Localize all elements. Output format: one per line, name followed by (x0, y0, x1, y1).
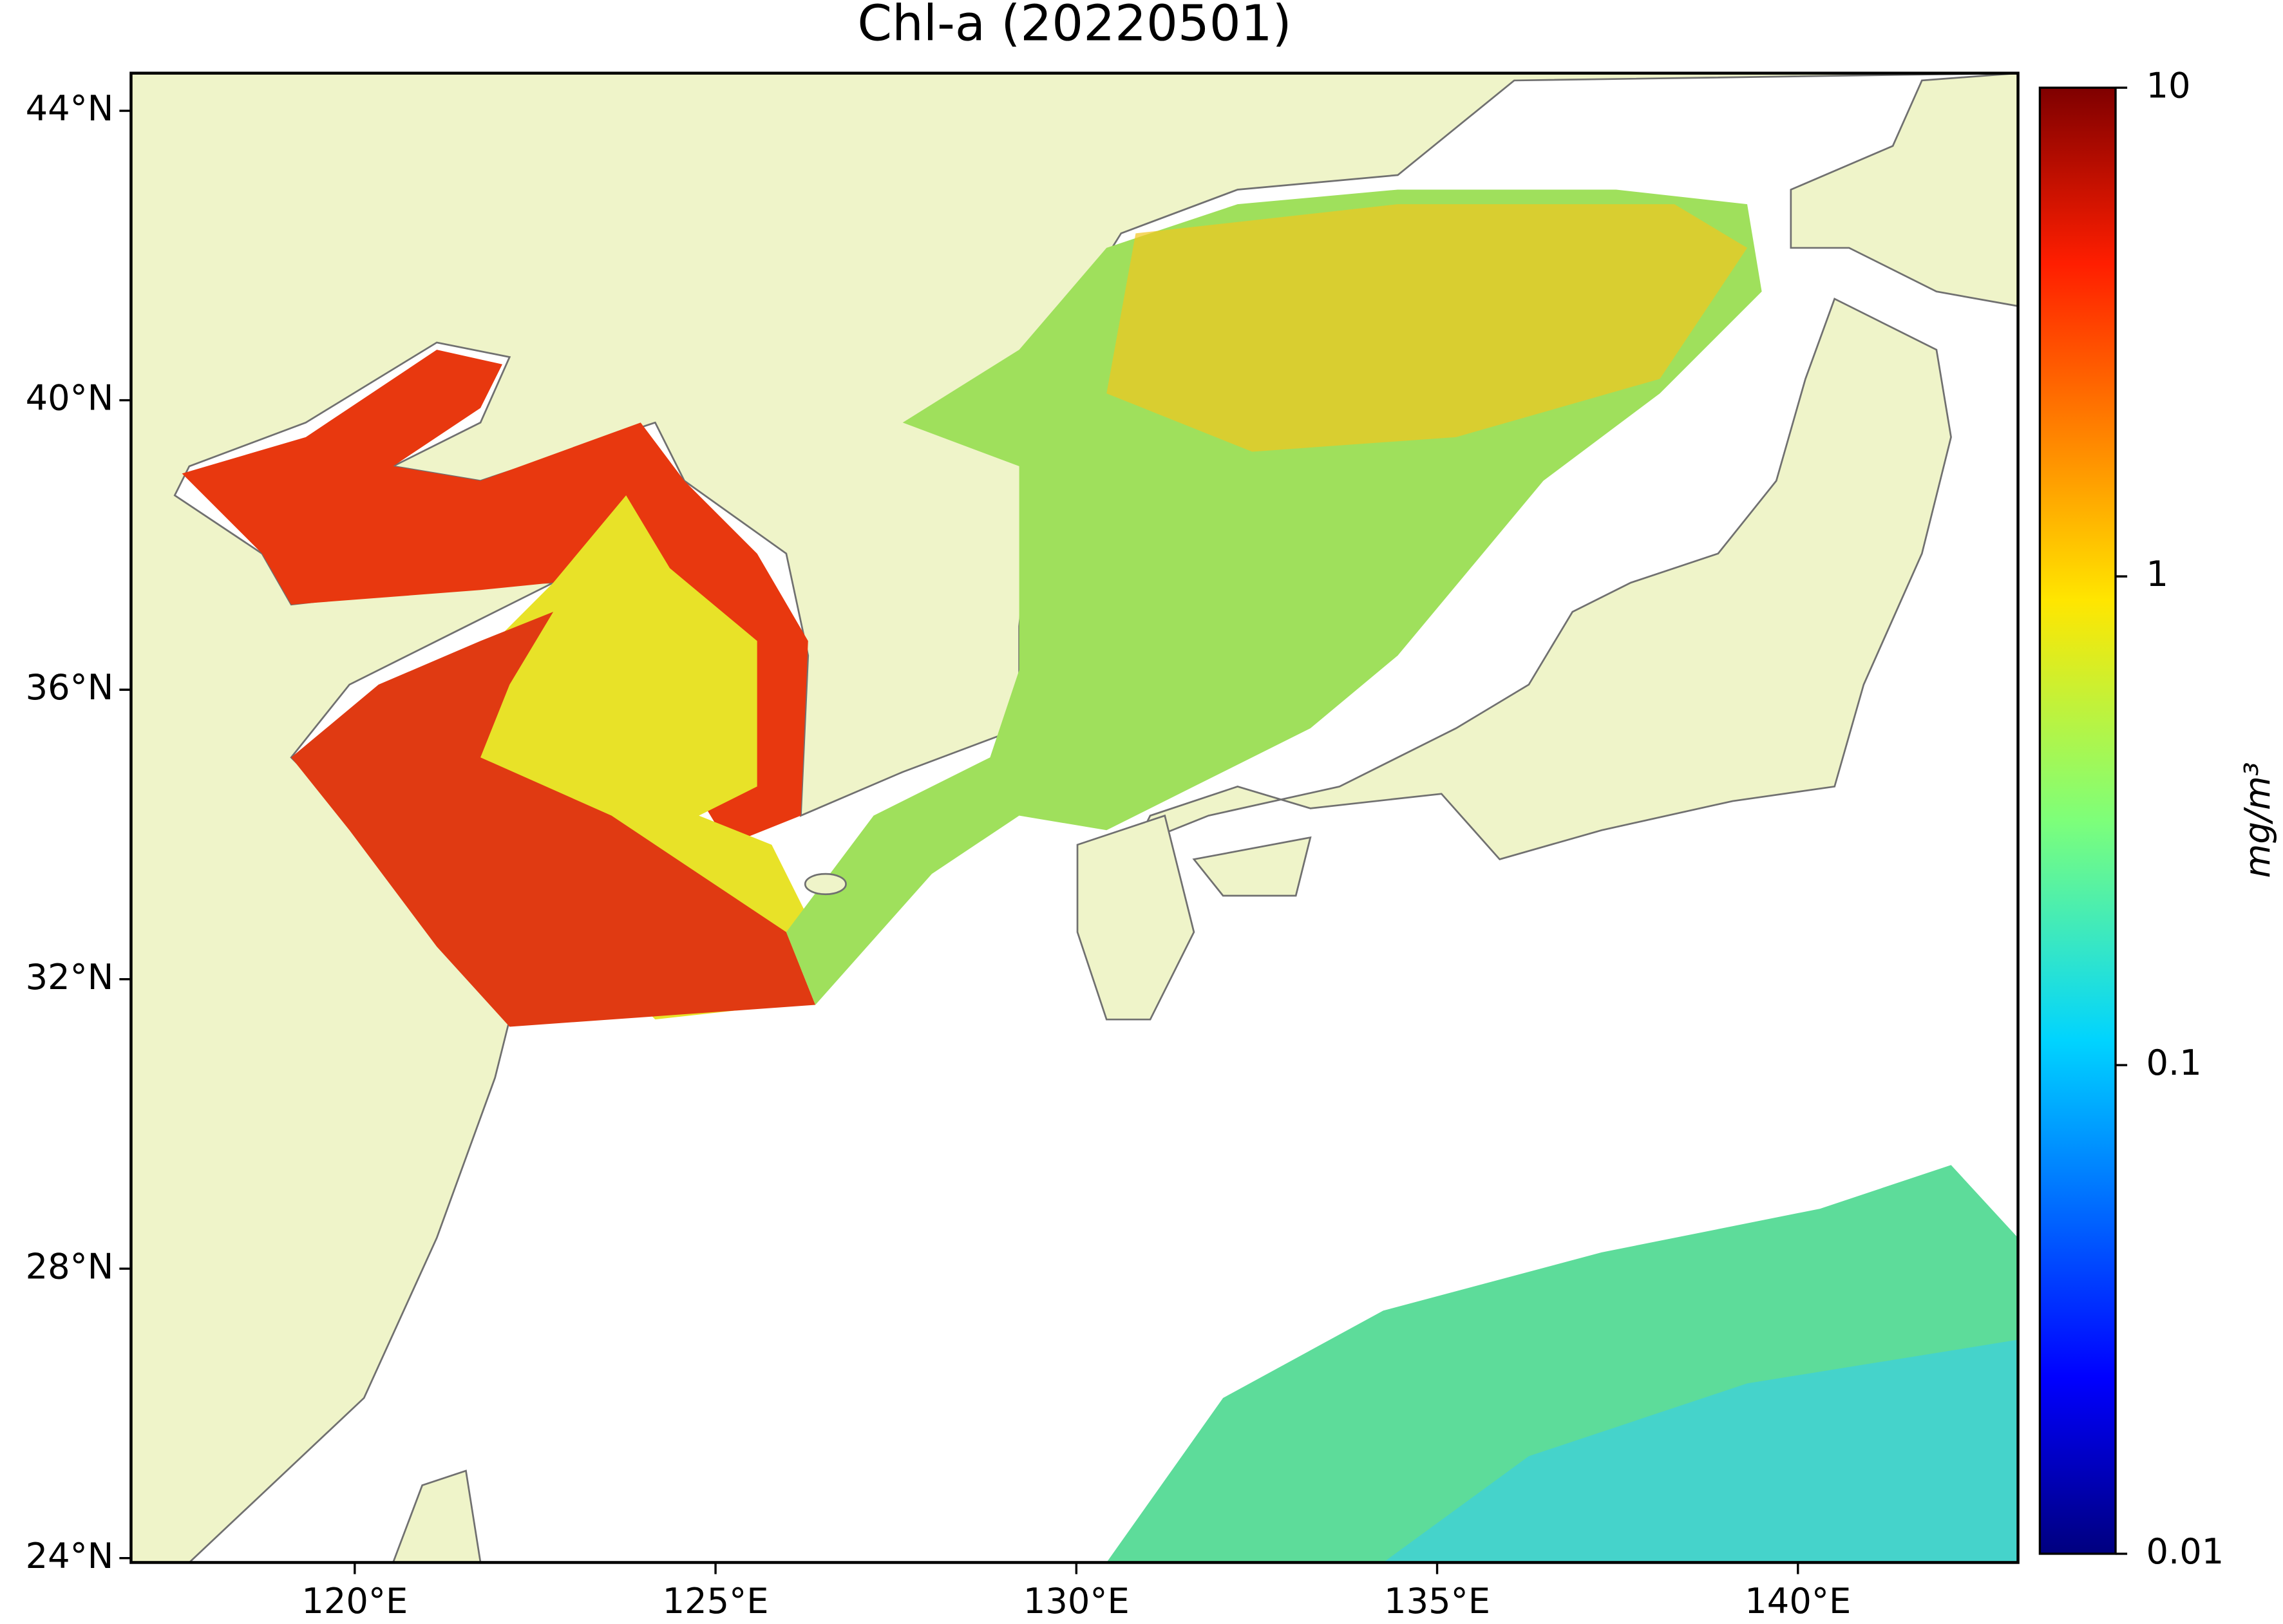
kyushu (1076, 814, 1195, 1021)
colorbar-tick-label: 0.01 (2146, 1531, 2224, 1572)
y-tick-label: 28°N (26, 1246, 114, 1287)
x-tick-label: 135°E (1384, 1581, 1490, 1621)
taiwan (392, 1469, 482, 1563)
map (131, 73, 2018, 1563)
jeju (804, 873, 847, 896)
y-tick-label: 40°N (26, 378, 114, 419)
x-tick-label: 130°E (1023, 1581, 1130, 1621)
y-tick-label: 32°N (26, 957, 114, 997)
colorbar-tick-label: 1 (2146, 554, 2168, 594)
x-tick-label: 120°E (301, 1581, 408, 1621)
colorbar-label: mg/m³ (2237, 762, 2278, 878)
x-tick-label: 125°E (663, 1581, 769, 1621)
chl-coast (291, 612, 816, 1027)
y-tick-label: 24°N (26, 1536, 114, 1576)
chl-south-deep (1383, 1339, 2018, 1563)
x-tick-label: 140°E (1745, 1581, 1851, 1621)
chl-east-sea-north (1106, 204, 1748, 452)
colorbar-tick-label: 0.1 (2146, 1043, 2201, 1083)
colorbar (2038, 86, 2117, 1555)
shikoku (1192, 836, 1312, 897)
y-tick-label: 36°N (26, 667, 114, 708)
hokkaido (1790, 73, 2018, 307)
honshu (1133, 297, 1952, 861)
chart-title: Chl-a (20220501) (857, 0, 1291, 52)
y-tick-label: 44°N (26, 88, 114, 129)
map-frame (129, 71, 2020, 1564)
colorbar-tick-label: 10 (2146, 65, 2190, 106)
